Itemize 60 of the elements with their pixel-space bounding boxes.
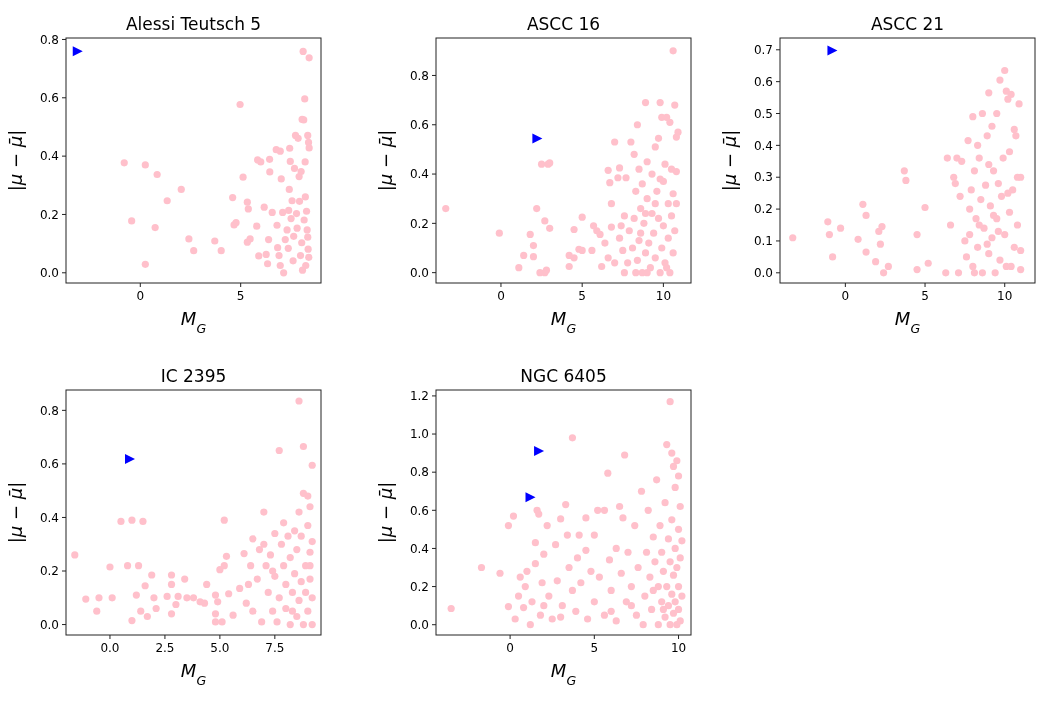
x-axis-title: M$_{G}$ (894, 308, 921, 336)
y-tick-label: 0.6 (39, 457, 59, 472)
x-tick-label: 10 (997, 289, 1013, 303)
y-tick-label: 0.0 (39, 617, 59, 632)
y-tick-label: 0.4 (409, 167, 429, 182)
x-tick-label: 2.5 (155, 641, 175, 655)
y-tick-label: 0.6 (39, 90, 59, 105)
y-tick-label: 0.4 (39, 149, 59, 164)
y-tick-label: 0.6 (753, 74, 773, 89)
y-axis-title: |μ − μ̄| (719, 129, 740, 192)
y-tick-label: 0.7 (753, 42, 773, 57)
y-tick-label: 0.0 (753, 266, 773, 280)
x-tick-label: 0 (136, 289, 145, 303)
y-tick-label: 0.1 (753, 234, 773, 249)
y-tick-label: 0.0 (39, 265, 59, 280)
x-tick-label: 0.0 (100, 641, 120, 655)
chart-title: Alessi Teutsch 5 (125, 14, 262, 34)
chart-title: IC 2395 (160, 366, 227, 386)
y-tick-label: 0.4 (39, 510, 59, 525)
y-tick-label: 0.8 (39, 32, 59, 47)
y-axis-title: |μ − μ̄| (5, 129, 26, 192)
y-tick-label: 0.6 (409, 503, 429, 518)
chart-title: ASCC 16 (526, 14, 601, 34)
y-tick-label: 0.2 (753, 202, 773, 217)
x-tick-label: 0 (506, 641, 514, 655)
x-tick-label: 10 (670, 641, 687, 655)
y-tick-label: 0.2 (409, 579, 429, 594)
y-tick-label: 1.2 (409, 389, 429, 404)
x-tick-label: 5 (590, 641, 599, 655)
y-axis-title: |μ − μ̄| (375, 129, 396, 192)
chart-title: ASCC 21 (870, 14, 945, 34)
y-tick-label: 0.8 (409, 465, 429, 480)
y-axis-title: |μ − μ̄| (375, 481, 396, 544)
x-axis-title: M$_{G}$ (180, 308, 207, 336)
y-tick-label: 0.2 (409, 216, 429, 231)
x-axis-title: M$_{G}$ (180, 660, 207, 688)
x-axis-title: M$_{G}$ (550, 660, 577, 688)
y-tick-label: 0.0 (409, 617, 429, 632)
y-tick-label: 0.3 (753, 170, 773, 185)
x-axis-title: M$_{G}$ (550, 308, 577, 336)
y-tick-label: 0.2 (39, 564, 59, 579)
x-tick-label: 0 (841, 289, 850, 303)
y-tick-label: 0.8 (39, 403, 59, 418)
y-tick-label: 0.2 (39, 207, 59, 222)
x-tick-label: 5.0 (210, 641, 230, 655)
y-tick-label: 0.5 (753, 106, 773, 121)
y-tick-label: 0.8 (409, 68, 429, 83)
x-tick-label: 5 (578, 289, 586, 303)
x-tick-label: 0 (497, 289, 505, 303)
y-tick-label: 0.4 (753, 138, 773, 153)
y-tick-label: 0.6 (409, 117, 429, 132)
y-tick-label: 0.4 (409, 541, 429, 556)
x-tick-label: 7.5 (265, 641, 285, 655)
x-tick-label: 5 (236, 289, 245, 303)
x-tick-label: 10 (655, 289, 672, 303)
y-tick-label: 0.0 (409, 265, 429, 280)
chart-title: NGC 6405 (520, 366, 607, 386)
x-tick-label: 5 (921, 289, 929, 303)
y-tick-label: 1.0 (409, 427, 429, 442)
y-axis-title: |μ − μ̄| (5, 481, 26, 544)
